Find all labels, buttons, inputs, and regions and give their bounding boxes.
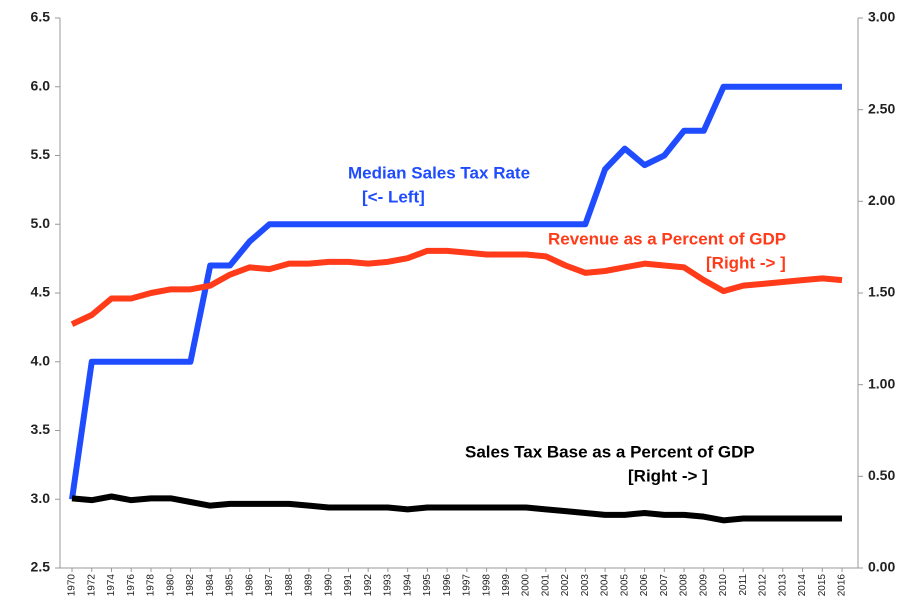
x-tick-label: 1994 <box>402 574 413 597</box>
x-tick-label: 1982 <box>185 574 196 597</box>
y2-tick-label: 1.00 <box>868 375 895 391</box>
x-tick-label: 2016 <box>837 574 848 597</box>
series-label: Revenue as a Percent of GDP <box>548 229 786 248</box>
series-line <box>69 83 842 500</box>
y-tick-label: 6.5 <box>31 9 51 25</box>
x-tick-label: 2012 <box>758 574 769 597</box>
x-tick-label: 1980 <box>165 574 176 597</box>
x-tick-label: 1991 <box>343 574 354 597</box>
x-tick-label: 1976 <box>126 574 137 597</box>
y-tick-label: 2.5 <box>31 559 51 575</box>
x-tick-label: 2001 <box>540 574 551 597</box>
y-tick-label: 6.0 <box>31 77 51 93</box>
series-label: Median Sales Tax Rate <box>348 163 530 182</box>
x-tick-label: 1972 <box>86 574 97 597</box>
x-tick-label: 2007 <box>659 574 670 597</box>
y2-tick-label: 0.00 <box>868 559 895 575</box>
x-tick-label: 1970 <box>67 574 78 597</box>
x-tick-label: 1978 <box>146 574 157 597</box>
x-tick-label: 2003 <box>580 574 591 597</box>
x-tick-label: 1998 <box>481 574 492 597</box>
x-tick-label: 2008 <box>679 574 690 597</box>
x-tick-label: 2009 <box>698 574 709 597</box>
x-tick-label: 2002 <box>560 574 571 597</box>
x-tick-label: 2014 <box>797 574 808 597</box>
y2-tick-label: 0.50 <box>868 467 895 483</box>
y-tick-label: 4.0 <box>31 352 51 368</box>
y-tick-label: 3.0 <box>31 490 51 506</box>
x-tick-label: 2015 <box>817 574 828 597</box>
x-tick-label: 1984 <box>205 574 216 597</box>
x-tick-label: 1999 <box>501 574 512 597</box>
x-tick-label: 2011 <box>738 574 749 596</box>
y2-tick-label: 2.50 <box>868 100 895 116</box>
y2-tick-label: 1.50 <box>868 284 895 300</box>
y-tick-label: 3.5 <box>31 421 51 437</box>
x-tick-label: 1988 <box>284 574 295 597</box>
y2-tick-label: 3.00 <box>868 9 895 25</box>
x-tick-label: 2000 <box>521 574 532 597</box>
y-tick-label: 5.0 <box>31 215 51 231</box>
x-tick-label: 2004 <box>600 574 611 597</box>
x-tick-label: 1995 <box>422 574 433 597</box>
x-tick-label: 1997 <box>462 574 473 597</box>
series-line <box>71 493 842 524</box>
series-line <box>70 247 843 327</box>
annotation: [Right -> ] <box>706 253 786 272</box>
x-tick-label: 1990 <box>323 574 334 597</box>
x-tick-label: 1985 <box>225 574 236 597</box>
x-tick-label: 1996 <box>442 574 453 597</box>
x-tick-label: 1987 <box>264 574 275 597</box>
y2-tick-label: 2.00 <box>868 192 895 208</box>
x-tick-label: 2013 <box>777 574 788 597</box>
x-tick-label: 1993 <box>383 574 394 597</box>
x-tick-label: 1974 <box>106 574 117 597</box>
x-tick-label: 2006 <box>639 574 650 597</box>
annotation: [Right -> ] <box>628 466 708 485</box>
x-tick-label: 1989 <box>304 574 315 597</box>
x-tick-label: 1992 <box>363 574 374 597</box>
x-tick-label: 2005 <box>619 574 630 597</box>
y-tick-label: 5.5 <box>31 146 51 162</box>
series-label: Sales Tax Base as a Percent of GDP <box>465 442 755 461</box>
y-tick-label: 4.5 <box>31 284 51 300</box>
annotation: [<- Left] <box>362 187 425 206</box>
x-tick-label: 1986 <box>244 574 255 597</box>
x-tick-label: 2010 <box>718 574 729 597</box>
